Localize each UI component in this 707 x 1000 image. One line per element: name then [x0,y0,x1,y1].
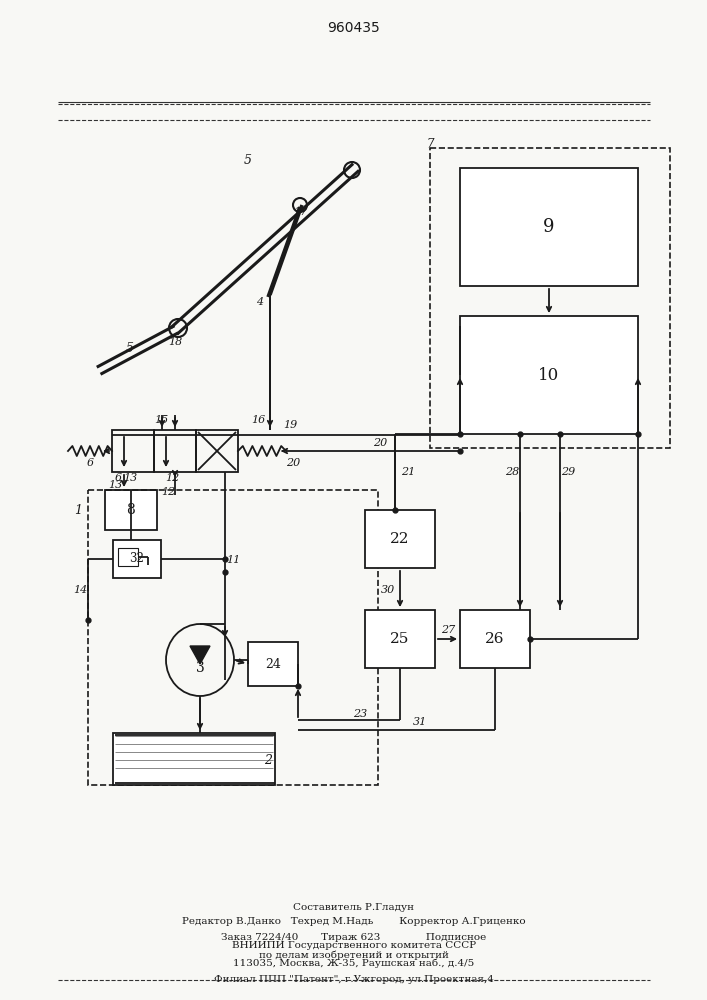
Text: 5: 5 [244,153,252,166]
Text: 14: 14 [73,585,87,595]
Bar [460,610,530,668]
Text: 27: 27 [441,625,455,635]
Bar [248,642,298,686]
Text: 5: 5 [126,342,134,355]
Text: 32: 32 [129,552,144,566]
Text: 10: 10 [538,366,560,383]
Text: 12: 12 [161,487,175,497]
Text: 19: 19 [283,420,297,430]
Text: 12: 12 [165,473,179,483]
Text: 28: 28 [505,467,519,477]
Text: 8: 8 [127,503,135,517]
Text: 7: 7 [426,138,434,151]
Text: 9: 9 [543,218,555,236]
Text: 6: 6 [86,458,93,468]
Text: 24: 24 [265,658,281,670]
Bar [430,148,670,448]
Bar [196,430,238,472]
Text: 23: 23 [353,709,367,719]
Bar [460,316,638,434]
Text: 26: 26 [485,632,505,646]
Text: 30: 30 [381,585,395,595]
Text: 20: 20 [286,458,300,468]
Text: 16: 16 [251,415,265,425]
Text: 20: 20 [373,438,387,448]
Bar [365,610,435,668]
Text: 15: 15 [154,415,168,425]
Text: 18: 18 [168,337,182,347]
Text: 21: 21 [401,467,415,477]
Text: Редактор В.Данко   Техред М.Надь        Корректор А.Гриценко: Редактор В.Данко Техред М.Надь Корректор… [182,916,526,926]
Text: 2: 2 [264,754,272,766]
Text: 13: 13 [108,480,122,490]
Text: по делам изобретений и открытий: по делам изобретений и открытий [259,950,449,960]
Bar [105,490,157,530]
Text: 113035, Москва, Ж-35, Раушская наб., д.4/5: 113035, Москва, Ж-35, Раушская наб., д.4… [233,958,474,968]
Text: 11: 11 [226,555,240,565]
Text: Филиал ППП "Патент", г.Ужгород, ул.Проектная,4: Филиал ППП "Патент", г.Ужгород, ул.Проек… [214,974,494,984]
Bar [113,540,161,578]
Text: 960435: 960435 [327,21,380,35]
Text: 29: 29 [561,467,575,477]
Text: 22: 22 [390,532,410,546]
Bar [88,490,378,785]
Bar [112,430,154,472]
Text: 31: 31 [413,717,427,727]
Polygon shape [190,646,210,664]
Bar [365,510,435,568]
Text: 1: 1 [74,504,82,516]
Bar [460,168,638,286]
Text: 4: 4 [257,297,264,307]
Text: ВНИИПИ Государственного комитета СССР: ВНИИПИ Государственного комитета СССР [232,942,476,950]
Bar [113,733,275,785]
Text: 17: 17 [293,207,307,217]
Text: 25: 25 [390,632,409,646]
Text: 13: 13 [123,473,137,483]
Bar [154,430,196,472]
Text: 6: 6 [115,473,122,483]
Text: Составитель Р.Гладун: Составитель Р.Гладун [293,902,414,912]
Text: 3: 3 [196,661,204,675]
Bar [118,548,138,566]
Text: Заказ 7224/40       Тираж 623              Подписное: Заказ 7224/40 Тираж 623 Подписное [221,932,486,942]
